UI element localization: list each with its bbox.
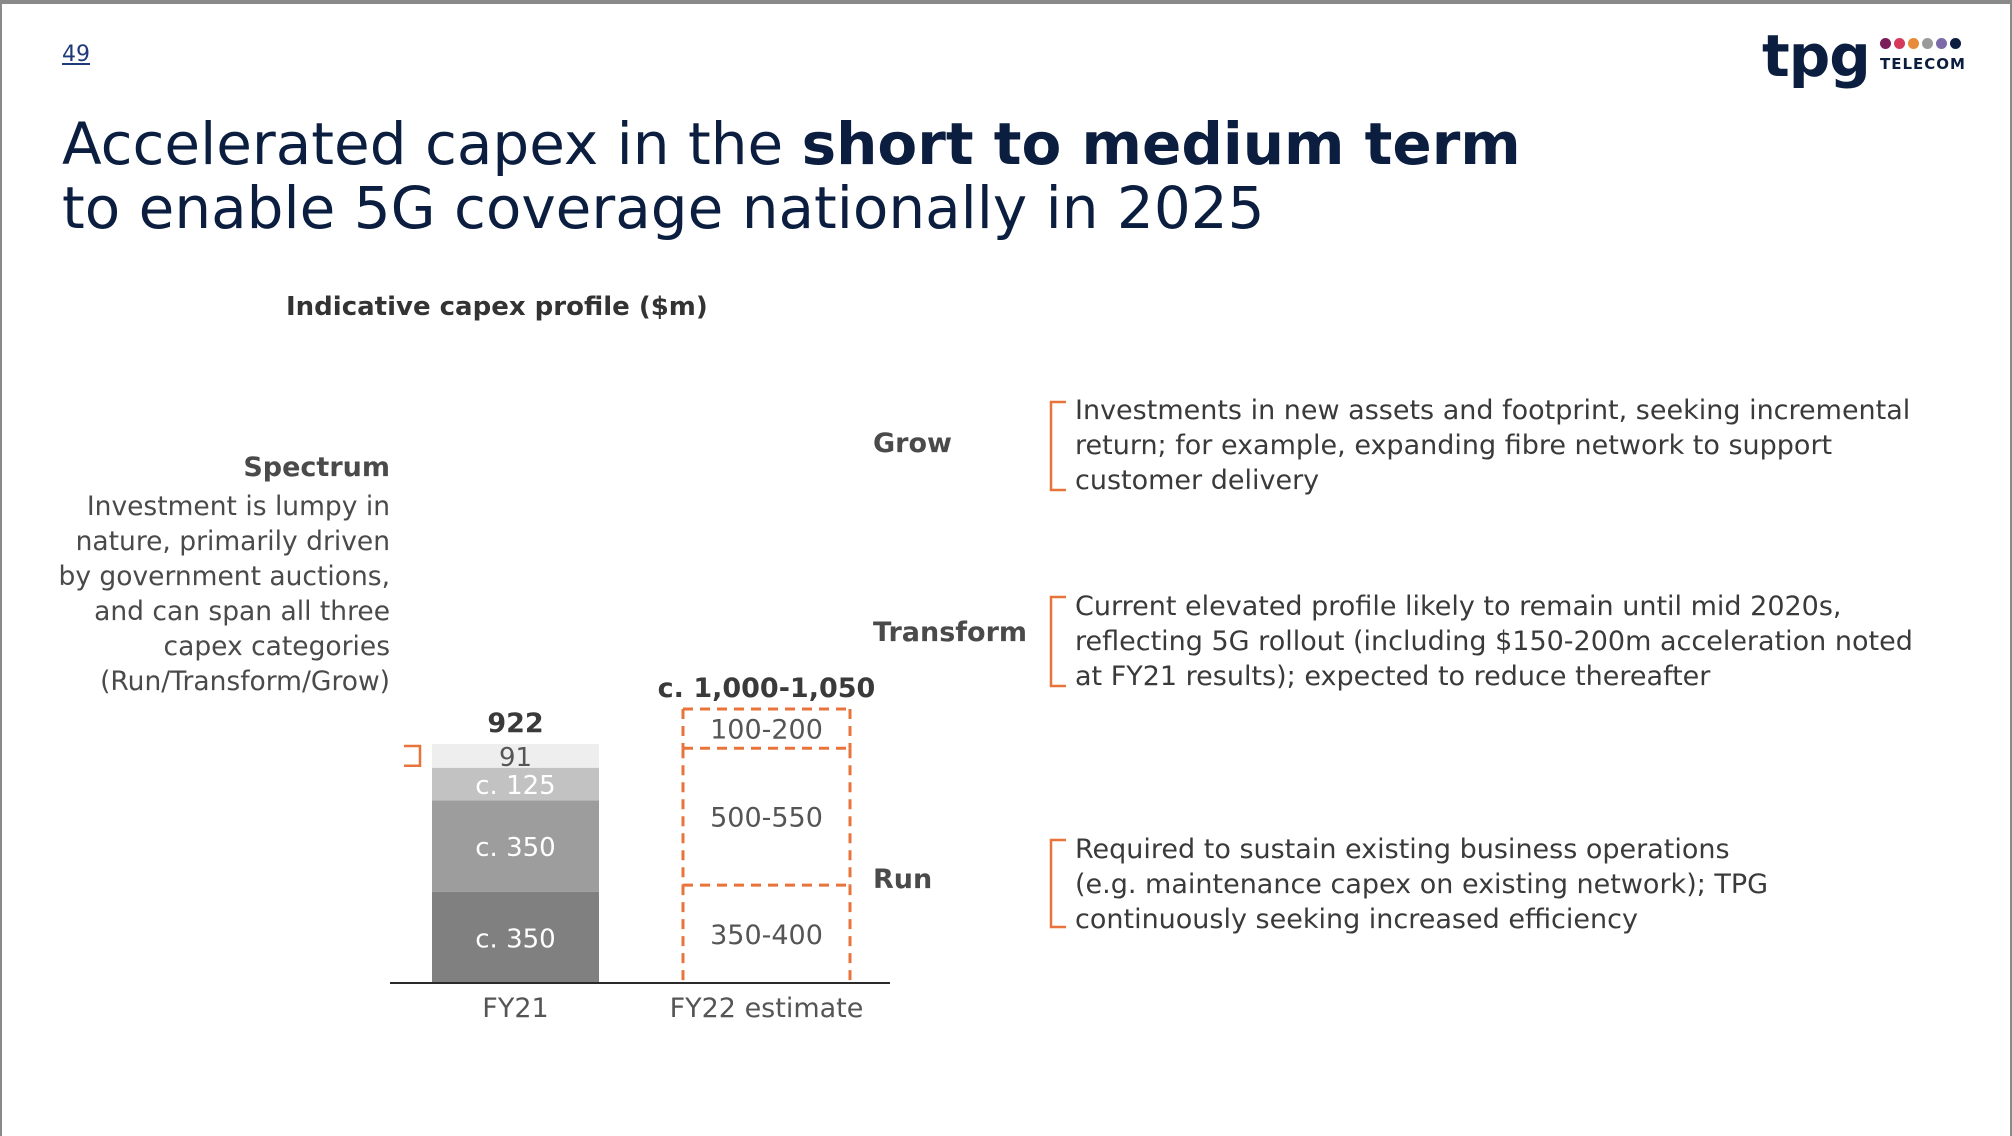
spectrum-desc-line: Investment is lumpy in xyxy=(86,491,390,522)
desc-line: (e.g. maintenance capex on existing netw… xyxy=(1075,869,1769,900)
bar-label-fy22-grow: 100-200 xyxy=(710,715,823,746)
desc-line: at FY21 results); expected to reduce the… xyxy=(1075,661,1711,692)
bar-label-fy22-run: 350-400 xyxy=(710,920,823,951)
bar-label-fy21-transform: c. 350 xyxy=(475,833,555,863)
x-tick-fy22: FY22 estimate xyxy=(670,993,864,1024)
logo-dot xyxy=(1950,38,1961,49)
desc-line: Current elevated profile likely to remai… xyxy=(1075,591,1842,622)
title-line1-bold: short to medium term xyxy=(801,110,1521,178)
bar-label-fy21-run: c. 350 xyxy=(475,924,555,954)
spectrum-desc-line: nature, primarily driven xyxy=(75,526,390,557)
chart-title: Indicative capex profile ($m) xyxy=(286,292,708,322)
logo-subtext: TELECOM xyxy=(1880,55,1966,73)
logo-dot xyxy=(1894,38,1905,49)
desc-line: customer delivery xyxy=(1075,465,1320,496)
total-label-fy22: c. 1,000-1,050 xyxy=(658,673,876,704)
x-tick-fy21: FY21 xyxy=(482,993,548,1024)
desc-line: return; for example, expanding fibre net… xyxy=(1075,430,1833,461)
run-description: Required to sustain existing business op… xyxy=(1075,832,1955,937)
bar-fy21-grow xyxy=(432,767,599,801)
spectrum-desc-line: capex categories xyxy=(163,631,390,662)
spectrum-desc-line: by government auctions, xyxy=(58,561,391,592)
page-number[interactable]: 49 xyxy=(62,42,90,67)
spectrum-desc-line: and can span all three xyxy=(94,596,390,627)
category-label-grow: Grow xyxy=(873,428,952,459)
logo-dots xyxy=(1880,38,1961,49)
bracket-transform xyxy=(1049,595,1066,688)
title-line2: to enable 5G coverage nationally in 2025 xyxy=(62,174,1265,242)
desc-line: Investments in new assets and footprint,… xyxy=(1075,395,1911,426)
title-line1-regular: Accelerated capex in the xyxy=(62,110,802,178)
spectrum-description: Investment is lumpy in nature, primarily… xyxy=(40,489,391,699)
bracket-grow xyxy=(1049,400,1066,492)
spectrum-bracket xyxy=(404,744,422,768)
desc-line: reflecting 5G rollout (including $150-20… xyxy=(1075,626,1913,657)
logo-dot xyxy=(1880,38,1891,49)
bar-fy21-run xyxy=(432,891,599,983)
transform-description: Current elevated profile likely to remai… xyxy=(1075,589,1955,694)
total-label-fy21: 922 xyxy=(487,708,543,739)
bar-label-fy22-transform: 500-550 xyxy=(710,803,823,834)
spectrum-label: Spectrum xyxy=(243,452,390,483)
logo-dot xyxy=(1922,38,1933,49)
bar-fy21-transform xyxy=(432,800,599,892)
spectrum-desc-line: (Run/Transform/Grow) xyxy=(100,666,390,697)
grow-description: Investments in new assets and footprint,… xyxy=(1075,393,1955,498)
bracket-run xyxy=(1049,838,1066,929)
logo-dot xyxy=(1908,38,1919,49)
logo-dot xyxy=(1936,38,1947,49)
slide-title: Accelerated capex in the short to medium… xyxy=(62,112,1562,240)
desc-line: Required to sustain existing business op… xyxy=(1075,834,1730,865)
desc-line: continuously seeking increased efficienc… xyxy=(1075,904,1638,935)
category-label-run: Run xyxy=(873,864,933,895)
category-label-transform: Transform xyxy=(873,617,1028,648)
bar-fy21-spectrum xyxy=(432,744,599,768)
tpg-telecom-logo: tpg TELECOM xyxy=(1762,22,1965,92)
logo-wordmark: tpg xyxy=(1762,22,1871,90)
bar-label-fy21-spectrum: 91 xyxy=(499,743,532,773)
bar-label-fy21-grow: c. 125 xyxy=(475,771,555,801)
